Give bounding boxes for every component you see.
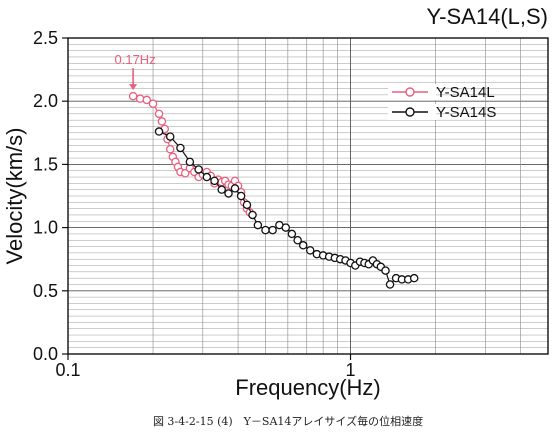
- series-Y-SA14S: [154, 127, 419, 289]
- y-tick-label: 1.0: [33, 218, 58, 238]
- y-axis-ticks: 0.0 0.5 1.0 1.5 2.0 2.5: [33, 28, 68, 364]
- legend-marker: [405, 87, 415, 97]
- data-point: [293, 235, 302, 245]
- data-point: [180, 168, 190, 178]
- legend-label: Y-SA14L: [436, 84, 495, 101]
- data-point: [210, 176, 219, 186]
- data-point: [217, 185, 226, 194]
- data-point: [305, 246, 315, 255]
- data-point: [385, 280, 395, 289]
- data-point: [261, 225, 270, 235]
- data-point: [281, 223, 291, 232]
- data-point: [268, 225, 277, 235]
- annotation-arrow-head: [129, 84, 138, 91]
- data-point: [236, 191, 246, 201]
- x-tick-label: 1: [346, 360, 356, 380]
- figure-caption: 図 3-4-2-15 (4) Y－SA14アレイサイズ毎の位相速度: [153, 414, 423, 428]
- data-series: [128, 91, 419, 289]
- data-point: [128, 91, 138, 101]
- x-axis-ticks: 0.1 1: [55, 354, 356, 380]
- x-tick-label: 0.1: [55, 360, 80, 380]
- y-tick-label: 1.5: [33, 154, 58, 174]
- y-tick-label: 2.5: [33, 28, 58, 48]
- data-point: [157, 117, 167, 126]
- annotation-label: 0.17Hz: [115, 52, 156, 67]
- data-point: [165, 144, 175, 154]
- data-point: [194, 165, 203, 174]
- plot-frame: [67, 37, 549, 355]
- chart-title: Y-SA14(L,S): [427, 4, 548, 29]
- data-point: [135, 94, 145, 103]
- data-point: [148, 99, 158, 108]
- data-point: [142, 95, 152, 105]
- legend: Y-SA14L Y-SA14S: [388, 84, 496, 121]
- y-axis-label: Velocity(km/s): [2, 128, 27, 265]
- legend-label: Y-SA14S: [436, 104, 496, 121]
- legend-marker: [405, 107, 415, 117]
- data-point: [287, 229, 297, 239]
- data-point: [253, 220, 263, 230]
- data-point: [202, 172, 212, 182]
- data-point: [230, 184, 240, 193]
- y-tick-label: 0.5: [33, 281, 58, 301]
- frequency-annotation: 0.17Hz: [115, 52, 156, 91]
- plot-grid: [68, 38, 548, 354]
- data-point: [224, 189, 233, 198]
- data-point: [185, 157, 195, 167]
- y-tick-label: 0.0: [33, 344, 58, 364]
- data-point: [298, 241, 308, 250]
- data-point: [248, 210, 257, 220]
- data-point: [176, 143, 185, 153]
- series-Y-SA14L: [128, 91, 255, 217]
- data-point: [409, 273, 419, 283]
- data-point: [381, 266, 390, 275]
- x-axis-label: Frequency(Hz): [235, 375, 380, 400]
- data-point: [165, 132, 175, 141]
- data-point: [242, 200, 252, 210]
- data-point: [154, 127, 164, 136]
- y-tick-label: 2.0: [33, 91, 58, 111]
- data-point: [154, 109, 164, 119]
